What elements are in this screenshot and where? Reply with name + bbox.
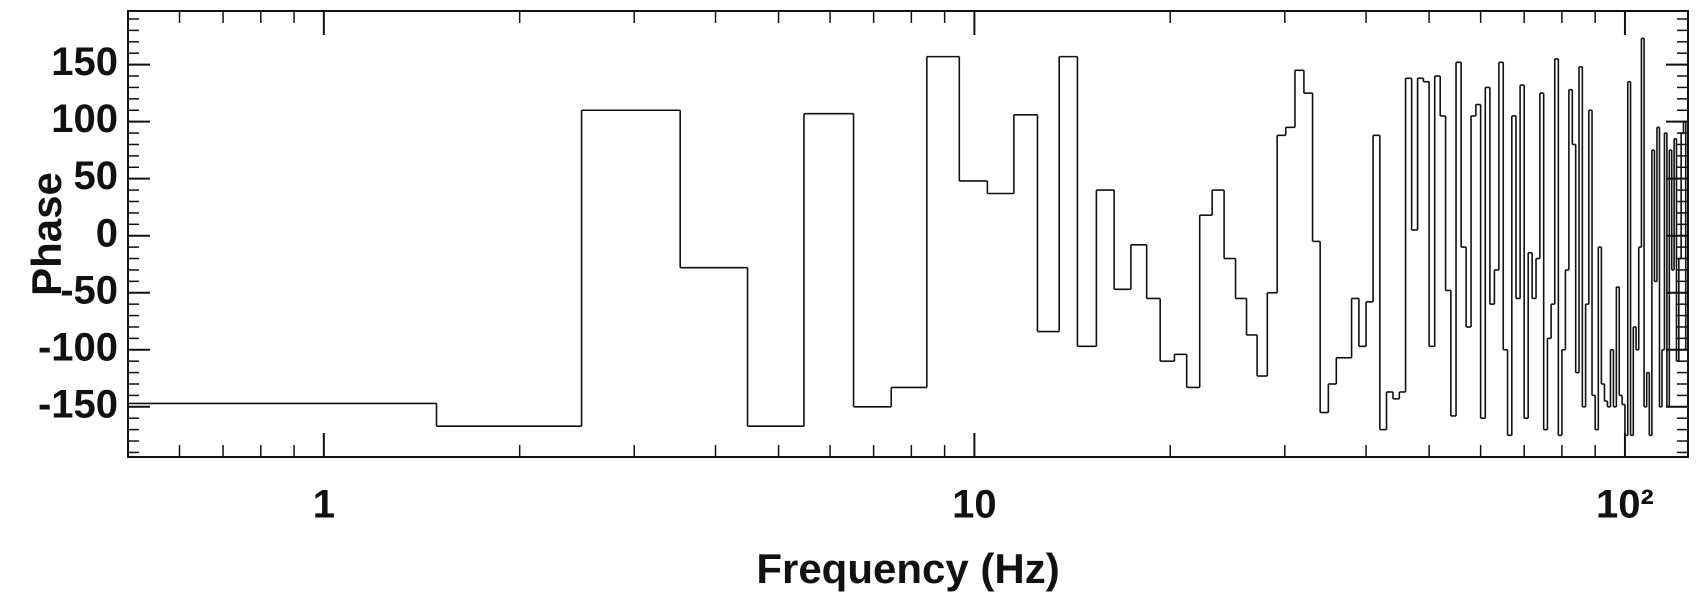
x-tick-label: 10² xyxy=(1596,483,1654,527)
y-tick-label: -150 xyxy=(38,382,118,426)
y-axis-title: Phase xyxy=(23,172,70,296)
y-tick-label: -100 xyxy=(38,325,118,369)
y-tick-label: 0 xyxy=(96,211,118,255)
y-tick-label: 150 xyxy=(51,40,118,84)
y-tick-label: 100 xyxy=(51,97,118,141)
y-tick-label: -50 xyxy=(60,268,118,312)
x-tick-label: 10 xyxy=(952,483,997,527)
y-tick-label: 50 xyxy=(74,154,119,198)
x-axis-title: Frequency (Hz) xyxy=(756,545,1059,592)
plot-frame xyxy=(127,10,1689,458)
x-tick-label: 1 xyxy=(313,483,335,527)
